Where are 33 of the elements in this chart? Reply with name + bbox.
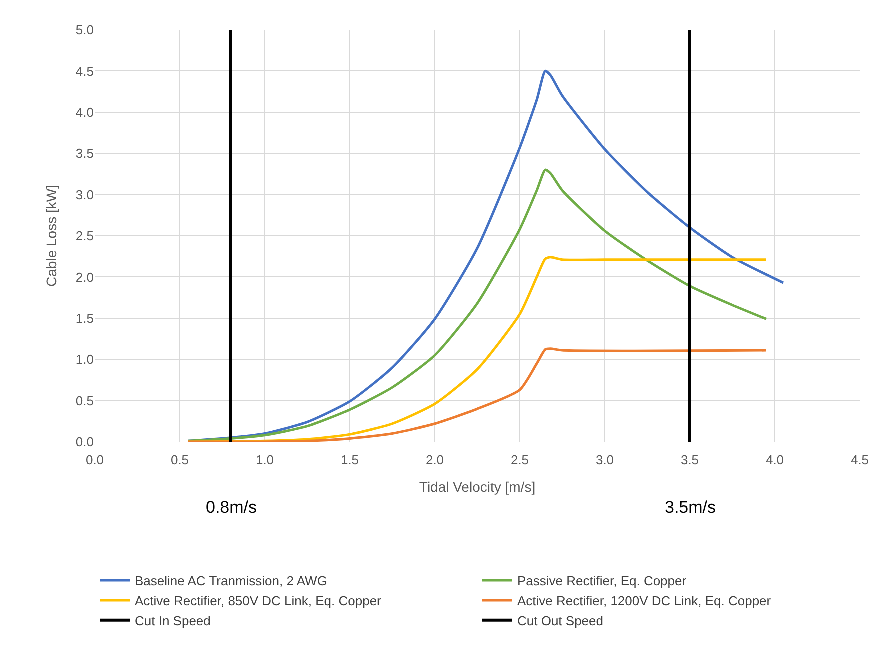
- line-series: [187, 348, 768, 442]
- x-tick-label: 0.5: [170, 452, 190, 468]
- x-tick-label: 3.5: [680, 452, 700, 468]
- y-tick-label: 2.0: [76, 270, 94, 285]
- y-tick-label: 4.5: [76, 64, 94, 79]
- legend-label: Cut Out Speed: [518, 613, 604, 628]
- legend-label: Cut In Speed: [135, 613, 211, 628]
- legend-label: Active Rectifier, 1200V DC Link, Eq. Copper: [518, 594, 772, 609]
- x-tick-label: 0.0: [86, 452, 104, 468]
- x-tick-label: 3.0: [596, 452, 614, 468]
- x-axis-title: Tidal Velocity [m/s]: [419, 478, 536, 495]
- y-tick-label: 0.0: [76, 434, 94, 450]
- y-tick-label: 0.5: [76, 393, 94, 408]
- y-tick-label: 1.5: [76, 310, 94, 326]
- text: 3.5m/s: [665, 498, 716, 517]
- legend-label: Baseline AC Tranmission, 2 AWG: [135, 574, 328, 589]
- y-tick-label: 1.0: [76, 352, 94, 368]
- y-tick-label: 5.0: [76, 22, 94, 38]
- y-axis-title: Cable Loss [kW]: [44, 185, 60, 287]
- x-tick-label: 1.0: [256, 452, 274, 468]
- x-tick-label: 4.5: [850, 452, 870, 468]
- legend-label: Active Rectifier, 850V DC Link, Eq. Copper: [135, 594, 382, 609]
- line-series: [187, 168, 768, 442]
- legend-label: Passive Rectifier, Eq. Copper: [518, 574, 688, 589]
- y-tick-label: 2.5: [76, 228, 94, 244]
- x-tick-label: 4.0: [766, 452, 784, 468]
- y-tick-label: 4.0: [76, 104, 94, 120]
- x-tick-label: 2.5: [510, 452, 530, 468]
- x-tick-label: 2.0: [426, 452, 444, 468]
- text: 0.8m/s: [206, 498, 258, 517]
- x-tick-label: 1.5: [340, 452, 360, 468]
- y-tick-label: 3.0: [76, 187, 94, 202]
- y-tick-label: 3.5: [76, 146, 94, 162]
